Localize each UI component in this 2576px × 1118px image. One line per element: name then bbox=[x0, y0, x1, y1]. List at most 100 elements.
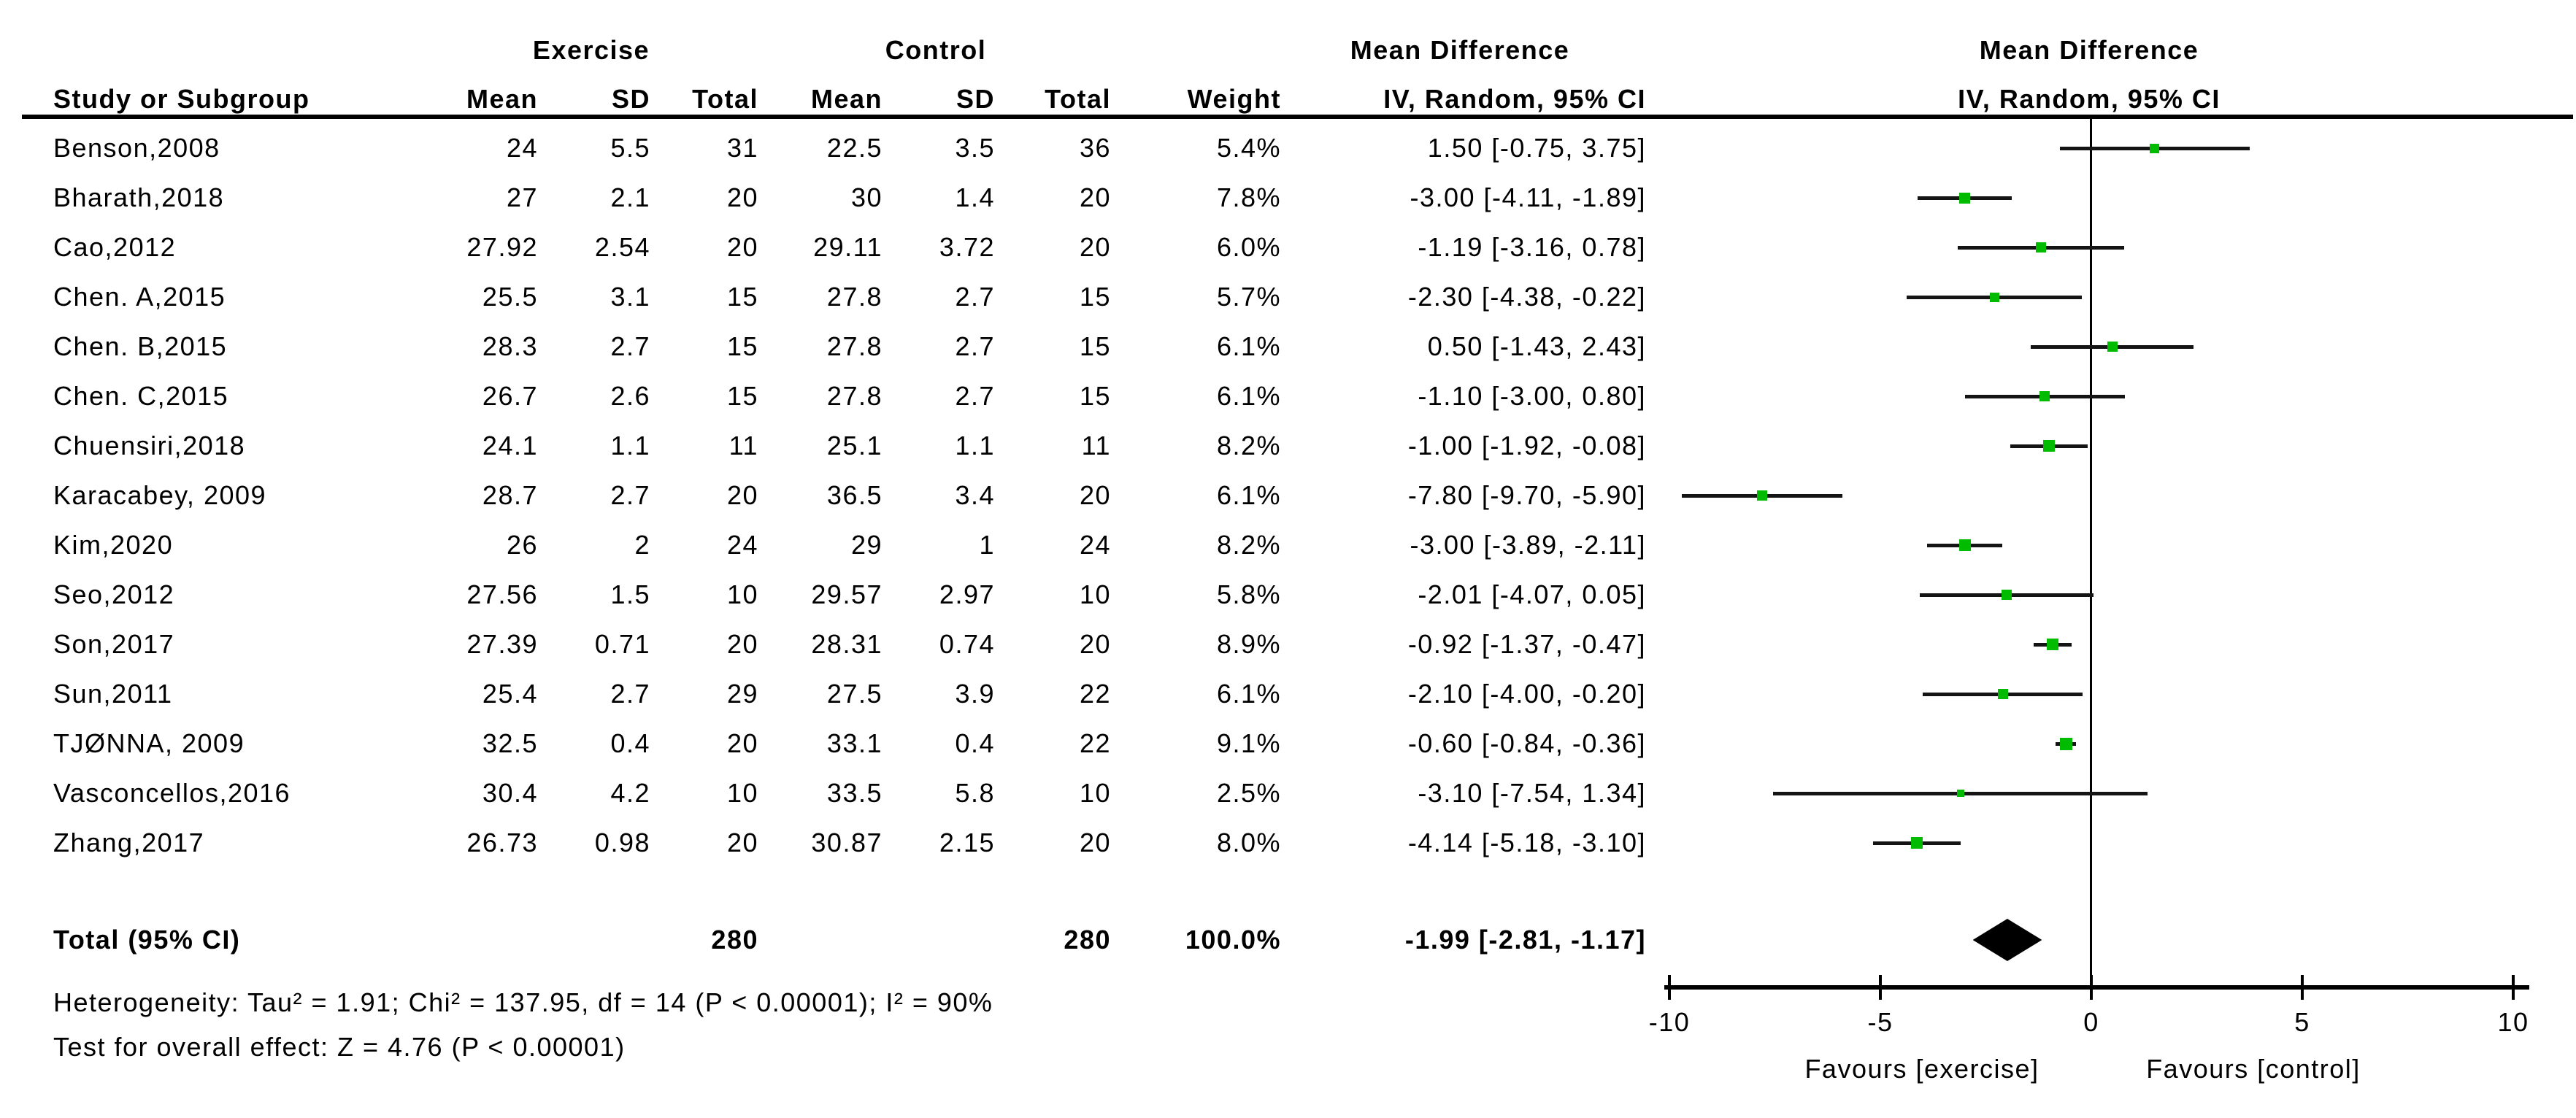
study-ci-text: -0.92 [-1.37, -0.47] bbox=[1407, 629, 1646, 659]
exercise-mean: 27.92 bbox=[466, 232, 538, 262]
exercise-sd: 0.71 bbox=[594, 629, 650, 659]
study-point-marker bbox=[1989, 292, 1999, 302]
control-total: 20 bbox=[1079, 480, 1111, 510]
exercise-mean: 27.56 bbox=[466, 579, 538, 609]
study-point-marker bbox=[1959, 192, 1971, 204]
study-weight: 6.1% bbox=[1216, 331, 1281, 361]
control-sd: 0.74 bbox=[939, 629, 995, 659]
study-weight: 6.0% bbox=[1216, 232, 1281, 262]
control-total: 10 bbox=[1079, 579, 1111, 609]
control-sd: 3.9 bbox=[955, 679, 995, 709]
control-total: 20 bbox=[1079, 232, 1111, 262]
study-name: Chen. A,2015 bbox=[53, 282, 226, 312]
study-ci-text: -0.60 [-0.84, -0.36] bbox=[1407, 728, 1646, 758]
control-sd: 1 bbox=[979, 530, 995, 560]
exercise-mean-column-header: Mean bbox=[466, 84, 538, 114]
control-total: 15 bbox=[1079, 282, 1111, 312]
study-point-marker bbox=[1958, 539, 1971, 551]
axis-tick bbox=[2090, 975, 2093, 1000]
study-column-header: Study or Subgroup bbox=[53, 84, 310, 114]
study-ci-text: -7.80 [-9.70, -5.90] bbox=[1407, 480, 1646, 510]
control-mean: 28.31 bbox=[811, 629, 883, 659]
control-sd: 1.4 bbox=[955, 182, 995, 212]
control-sd: 3.5 bbox=[955, 133, 995, 163]
control-total: 10 bbox=[1079, 778, 1111, 808]
control-total: 24 bbox=[1079, 530, 1111, 560]
mean-difference-table-header: Mean Difference bbox=[1350, 35, 1570, 65]
study-point-marker bbox=[2150, 143, 2160, 153]
exercise-total: 20 bbox=[726, 182, 758, 212]
total-exercise-n: 280 bbox=[711, 925, 758, 955]
control-mean: 25.1 bbox=[826, 431, 883, 460]
study-point-marker bbox=[1956, 790, 1964, 797]
study-name: Bharath,2018 bbox=[53, 182, 225, 212]
exercise-sd: 1.5 bbox=[610, 579, 650, 609]
total-row-label: Total (95% CI) bbox=[53, 925, 241, 955]
weight-column-header: Weight bbox=[1187, 84, 1281, 114]
exercise-total: 20 bbox=[726, 480, 758, 510]
exercise-sd: 5.5 bbox=[610, 133, 650, 163]
axis-tick-label: 5 bbox=[2294, 1007, 2310, 1037]
x-axis-line bbox=[1664, 985, 2529, 990]
exercise-mean: 28.3 bbox=[482, 331, 538, 361]
control-mean: 29.57 bbox=[811, 579, 883, 609]
axis-tick bbox=[1668, 975, 1671, 1000]
study-weight: 8.9% bbox=[1216, 629, 1281, 659]
exercise-sd: 2.6 bbox=[610, 381, 650, 411]
study-ci-text: -2.01 [-4.07, 0.05] bbox=[1418, 579, 1646, 609]
exercise-mean: 24 bbox=[506, 133, 538, 163]
exercise-sd: 2.7 bbox=[610, 679, 650, 709]
control-total: 15 bbox=[1079, 381, 1111, 411]
control-mean-column-header: Mean bbox=[810, 84, 883, 114]
study-ci-text: -1.10 [-3.00, 0.80] bbox=[1418, 381, 1646, 411]
study-name: Cao,2012 bbox=[53, 232, 177, 262]
exercise-mean: 24.1 bbox=[482, 431, 538, 460]
ci-plot-column-header: IV, Random, 95% CI bbox=[1958, 84, 2221, 114]
control-total-column-header: Total bbox=[1045, 84, 1111, 114]
exercise-total: 11 bbox=[728, 431, 758, 460]
control-mean: 29.11 bbox=[813, 232, 883, 262]
exercise-mean: 30.4 bbox=[482, 778, 538, 808]
study-ci-text: -2.30 [-4.38, -0.22] bbox=[1407, 282, 1646, 312]
study-point-marker bbox=[1757, 490, 1768, 501]
study-point-marker bbox=[2046, 639, 2058, 650]
exercise-total: 20 bbox=[726, 728, 758, 758]
control-total: 22 bbox=[1079, 728, 1111, 758]
exercise-group-header: Exercise bbox=[532, 35, 650, 65]
control-sd-column-header: SD bbox=[956, 84, 995, 114]
exercise-sd: 4.2 bbox=[610, 778, 650, 808]
exercise-sd: 2.54 bbox=[594, 232, 650, 262]
study-point-marker bbox=[2107, 342, 2118, 352]
pooled-effect-diamond bbox=[1972, 919, 2042, 961]
exercise-sd: 2.7 bbox=[610, 331, 650, 361]
control-total: 15 bbox=[1079, 331, 1111, 361]
study-weight: 8.0% bbox=[1216, 828, 1281, 857]
exercise-total: 15 bbox=[726, 282, 758, 312]
exercise-mean: 28.7 bbox=[482, 480, 538, 510]
study-ci-text: 0.50 [-1.43, 2.43] bbox=[1427, 331, 1646, 361]
overall-effect-stats: Test for overall effect: Z = 4.76 (P < 0… bbox=[53, 1032, 626, 1062]
axis-tick-label: -10 bbox=[1648, 1007, 1691, 1037]
study-name: TJØNNA, 2009 bbox=[53, 728, 245, 758]
control-sd: 2.97 bbox=[939, 579, 995, 609]
study-name: Son,2017 bbox=[53, 629, 175, 659]
study-name: Karacabey, 2009 bbox=[53, 480, 267, 510]
study-name: Chuensiri,2018 bbox=[53, 431, 246, 460]
study-weight: 2.5% bbox=[1216, 778, 1281, 808]
header-rule bbox=[22, 115, 2573, 119]
study-weight: 8.2% bbox=[1216, 431, 1281, 460]
exercise-total: 31 bbox=[726, 133, 758, 163]
exercise-mean: 25.4 bbox=[482, 679, 538, 709]
total-control-n: 280 bbox=[1064, 925, 1111, 955]
exercise-total: 15 bbox=[726, 381, 758, 411]
study-weight: 6.1% bbox=[1216, 381, 1281, 411]
control-group-header: Control bbox=[885, 35, 987, 65]
study-point-marker bbox=[2036, 242, 2047, 252]
study-weight: 8.2% bbox=[1216, 530, 1281, 560]
control-mean: 30 bbox=[850, 182, 883, 212]
control-total: 11 bbox=[1081, 431, 1111, 460]
exercise-sd: 0.98 bbox=[594, 828, 650, 857]
study-name: Seo,2012 bbox=[53, 579, 175, 609]
exercise-sd: 2.1 bbox=[610, 182, 650, 212]
study-weight: 6.1% bbox=[1216, 480, 1281, 510]
